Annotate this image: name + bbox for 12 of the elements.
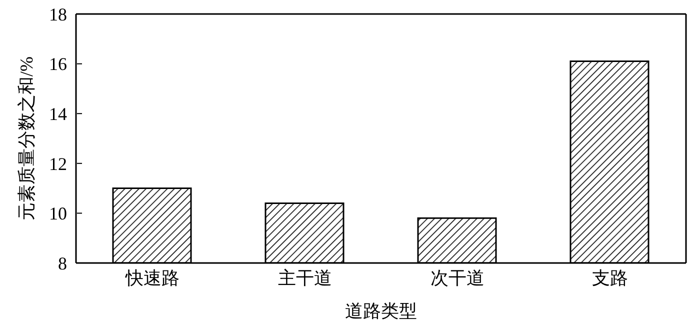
x-axis-title: 道路类型	[345, 301, 417, 321]
y-tick-label: 8	[58, 253, 67, 274]
y-tick-label: 10	[49, 204, 67, 224]
x-tick-label: 快速路	[124, 268, 180, 288]
x-tick-label: 支路	[592, 268, 628, 288]
y-axis-title: 元素质量分数之和/%	[16, 56, 36, 220]
y-tick-label: 16	[49, 54, 67, 74]
y-tick-label: 14	[49, 104, 67, 124]
x-tick-label: 主干道	[278, 268, 332, 288]
y-tick-label: 18	[49, 4, 67, 24]
y-tick-label: 12	[49, 154, 67, 174]
x-tick-label: 次干道	[430, 268, 484, 288]
